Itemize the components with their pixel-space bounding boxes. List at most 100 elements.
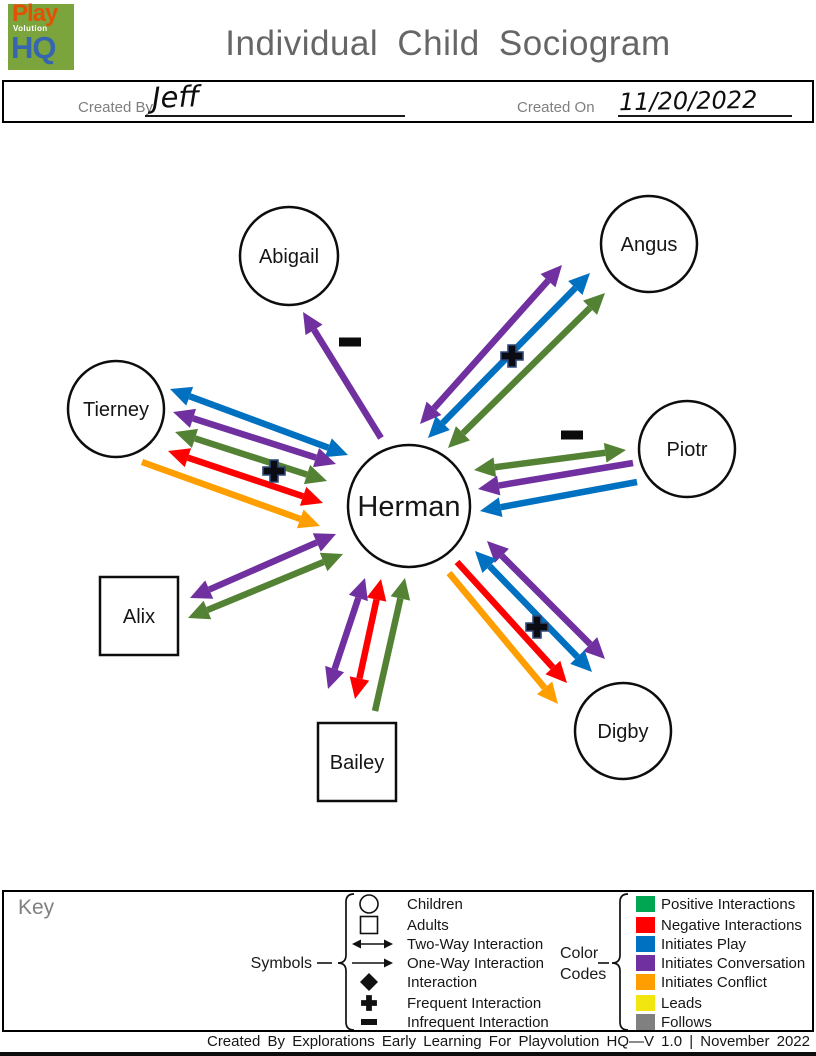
created-by-value: Jeff xyxy=(151,79,200,115)
node-label-tierney: Tierney xyxy=(83,399,149,421)
arrowhead xyxy=(325,665,345,689)
key-color-label: Leads xyxy=(661,995,702,1012)
edge-herman-tierney-positive xyxy=(175,428,327,485)
arrowhead xyxy=(540,265,562,288)
bottom-border-bar xyxy=(0,1052,816,1056)
node-circle xyxy=(346,443,472,569)
arrowhead xyxy=(324,438,348,458)
key-symbol-two-way-arrow-icon xyxy=(352,939,393,949)
key-title: Key xyxy=(18,896,55,919)
edge-shaft xyxy=(494,449,606,471)
edge-herman-tierney-play xyxy=(170,386,348,458)
arrowhead xyxy=(583,637,605,659)
playvolution-logo: Play Volution HQ xyxy=(8,0,74,70)
node-circle xyxy=(599,194,699,294)
key-color-swatch xyxy=(636,917,655,933)
arrowhead xyxy=(303,465,327,485)
node-alix: Alix xyxy=(98,575,180,657)
edge-bailey-herman-positive xyxy=(371,578,411,712)
edge-shaft xyxy=(500,478,638,511)
edge-herman-piotr-positive xyxy=(474,442,626,478)
node-circle xyxy=(238,205,340,307)
node-label-herman: Herman xyxy=(357,491,460,523)
arrowhead xyxy=(173,408,197,428)
key-color-label: Negative Interactions xyxy=(661,917,802,934)
key-color-swatch xyxy=(636,936,655,952)
infrequent-minus-mark xyxy=(339,337,361,347)
arrowhead xyxy=(303,312,323,336)
edge-herman-digby-negative xyxy=(454,559,567,683)
node-label-digby: Digby xyxy=(597,721,648,743)
key-symbol-label: Frequent Interaction xyxy=(407,995,541,1012)
arrowhead xyxy=(348,578,368,602)
arrowhead xyxy=(312,533,336,552)
node-square xyxy=(316,721,398,803)
edge-shaft xyxy=(207,539,319,593)
node-angus: Angus xyxy=(599,194,699,294)
arrowhead xyxy=(299,486,323,506)
created-on-label: Created On xyxy=(517,99,595,116)
edge-shaft xyxy=(431,278,551,411)
edge-herman-alix-positive xyxy=(188,552,343,620)
key-color-codes-label-line1: Color xyxy=(560,945,599,962)
key-color-label: Follows xyxy=(661,1014,712,1031)
footer-credit: Created By Explorations Early Learning F… xyxy=(206,1033,810,1050)
arrowhead xyxy=(545,660,567,683)
key-symbol-square-icon xyxy=(359,915,379,935)
arrowhead xyxy=(312,448,336,468)
edge-shaft xyxy=(371,597,404,712)
arrowhead xyxy=(168,448,192,468)
arrowhead xyxy=(583,293,605,315)
arrowhead xyxy=(384,958,393,968)
edge-herman-digby-conversation xyxy=(487,541,605,659)
key-symbols-group-label: Symbols xyxy=(251,955,312,972)
created-on-line xyxy=(618,115,792,117)
edge-shaft xyxy=(499,553,593,647)
edge-shaft xyxy=(454,559,556,670)
arrowhead xyxy=(428,416,450,438)
arrowhead xyxy=(349,676,370,699)
key-color-label: Initiates Play xyxy=(661,936,747,953)
edge-herman-bailey-negative xyxy=(349,579,387,699)
node-label-abigail: Abigail xyxy=(259,246,319,268)
node-abigail: Abigail xyxy=(238,205,340,307)
created-by-line xyxy=(145,115,405,117)
node-bailey: Bailey xyxy=(316,721,398,803)
node-label-alix: Alix xyxy=(123,606,155,628)
edge-shaft xyxy=(186,454,305,500)
node-circle xyxy=(637,399,737,499)
edge-herman-bailey-conversation xyxy=(325,578,368,689)
edge-shaft xyxy=(460,305,593,436)
key-symbol-label: Infrequent Interaction xyxy=(407,1014,549,1031)
arrowhead xyxy=(390,578,411,601)
frequent-plus-mark xyxy=(262,459,286,483)
node-square xyxy=(98,575,180,657)
node-piotr: Piotr xyxy=(637,399,737,499)
edge-shaft xyxy=(140,458,302,522)
key-box xyxy=(2,890,814,1032)
edge-herman-tierney-negative xyxy=(168,448,323,506)
frequent-plus-mark xyxy=(525,615,549,639)
arrowhead xyxy=(319,552,343,572)
arrowhead xyxy=(480,497,503,518)
key-symbol-label: Two-Way Interaction xyxy=(407,936,543,953)
page-title: Individual Child Sociogram xyxy=(225,24,671,63)
node-tierney: Tierney xyxy=(66,359,166,459)
key-color-codes-label-line2: Codes xyxy=(560,966,606,983)
arrowhead xyxy=(190,580,214,599)
edge-piotr-herman-play xyxy=(480,478,638,518)
arrowhead xyxy=(170,386,194,406)
key-color-swatch xyxy=(636,1014,655,1030)
edge-herman-tierney-conversation xyxy=(173,408,336,468)
edge-shaft xyxy=(498,459,634,489)
node-digby: Digby xyxy=(573,681,673,781)
edge-shaft xyxy=(356,598,380,680)
key-symbol-minus-icon xyxy=(361,1019,377,1025)
node-circle xyxy=(66,359,166,459)
key-color-swatch xyxy=(636,974,655,990)
edge-herman-digby-play xyxy=(475,551,592,672)
arrowhead xyxy=(296,509,320,529)
edge-herman-angus-positive xyxy=(448,293,605,448)
arrowhead xyxy=(478,475,501,496)
edge-herman-digby-conflict xyxy=(446,570,558,704)
